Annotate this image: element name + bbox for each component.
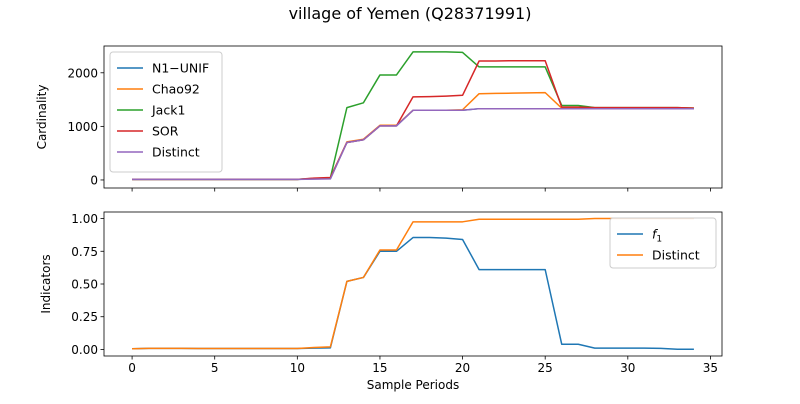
y-axis-label: Indicators (39, 254, 53, 313)
legend-label: Distinct (652, 248, 700, 263)
y-tick-label: 0.00 (71, 343, 98, 357)
y-tick-label: 2000 (67, 66, 98, 80)
x-tick-label: 5 (211, 361, 219, 375)
legend-label: SOR (152, 124, 179, 139)
x-tick-label: 35 (703, 361, 718, 375)
legend-label: Distinct (152, 145, 200, 160)
legend-box-0 (109, 51, 223, 173)
x-tick-label: 10 (290, 361, 305, 375)
y-tick-label: 0.50 (71, 278, 98, 292)
x-tick-label: 30 (620, 361, 635, 375)
figure-title: village of Yemen (Q28371991) (289, 4, 532, 23)
x-tick-label: 20 (455, 361, 470, 375)
y-tick-label: 0.75 (71, 245, 98, 259)
series-line-top-4 (132, 107, 694, 181)
x-tick-label: 0 (128, 361, 136, 375)
y-axis-label: Cardinality (35, 85, 49, 150)
x-axis-label: Sample Periods (367, 378, 459, 392)
x-tick-label: 15 (372, 361, 387, 375)
series-line-bottom-1 (132, 217, 694, 350)
legend-label: Jack1 (151, 103, 185, 118)
legend-label: N1−UNIF (152, 61, 209, 76)
legend-label: f1 (652, 227, 662, 245)
y-tick-label: 0.25 (71, 310, 98, 324)
axes-frame-0 (103, 45, 723, 189)
legend-label: Chao92 (152, 82, 200, 97)
y-tick-label: 1000 (67, 120, 98, 134)
x-tick-label: 25 (538, 361, 553, 375)
y-tick-label: 1.00 (71, 212, 98, 226)
y-tick-label: 0 (90, 173, 98, 187)
